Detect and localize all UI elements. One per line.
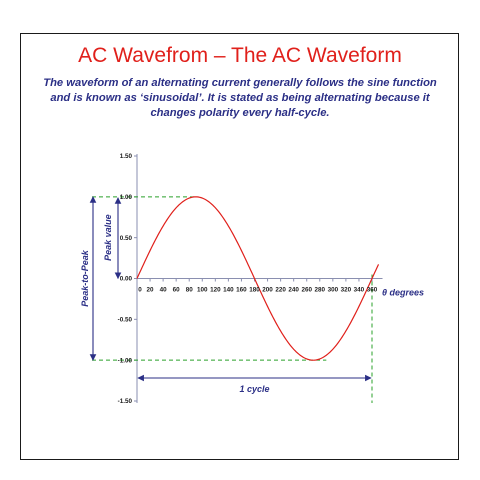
x-tick-label: 40 [160,287,168,294]
x-tick-label: 120 [210,287,221,294]
x-tick-label: 60 [173,287,181,294]
cycle-label: 1 cycle [239,384,269,394]
x-tick-label: 260 [301,287,312,294]
y-tick-label: 0.00 [120,276,133,283]
y-tick-label: 1.50 [120,153,133,160]
tick-labels: 1.50 1.00 0.50 0.00 -0.50 -1.00 -1.50 0 20 40 60 80… [118,153,424,405]
x-tick-label: 220 [275,287,286,294]
x-tick-label: 240 [288,287,299,294]
x-tick-label: 360 [367,287,378,294]
figure-frame [20,33,459,460]
sine-wave-path [136,196,380,361]
y-tick-label: -1.00 [118,357,133,364]
x-tick-label: 20 [147,287,155,294]
x-tick-label: 280 [315,287,326,294]
sine-curve [136,196,380,361]
x-tick-label: 80 [186,287,194,294]
x-tick-label: 320 [341,287,352,294]
y-tick-label: -0.50 [118,317,133,324]
annotations: Peak value Peak-to-Peak 1 cycle [80,196,372,394]
x-axis-label: θ degrees [382,288,424,298]
guide-lines [92,196,373,403]
x-tick-label: 140 [223,287,234,294]
description-text: The waveform of an alternating current g… [43,77,437,119]
y-tick-label: 1.00 [120,194,133,201]
peak-value-label: Peak value [103,214,113,261]
x-tick-label: 160 [236,287,247,294]
page-title: AC Wavefrom – The AC Waveform [78,44,402,67]
x-tick-label: 180 [249,287,260,294]
x-tick-label: 200 [262,287,273,294]
x-tick-label: 0 [138,287,142,294]
peak-to-peak-label: Peak-to-Peak [80,249,90,307]
axes [134,154,383,403]
y-tick-label: -1.50 [118,398,133,405]
x-tick-label: 340 [354,287,365,294]
x-tick-label: 100 [197,287,208,294]
y-tick-label: 0.50 [120,235,133,242]
x-tick-label: 300 [328,287,339,294]
